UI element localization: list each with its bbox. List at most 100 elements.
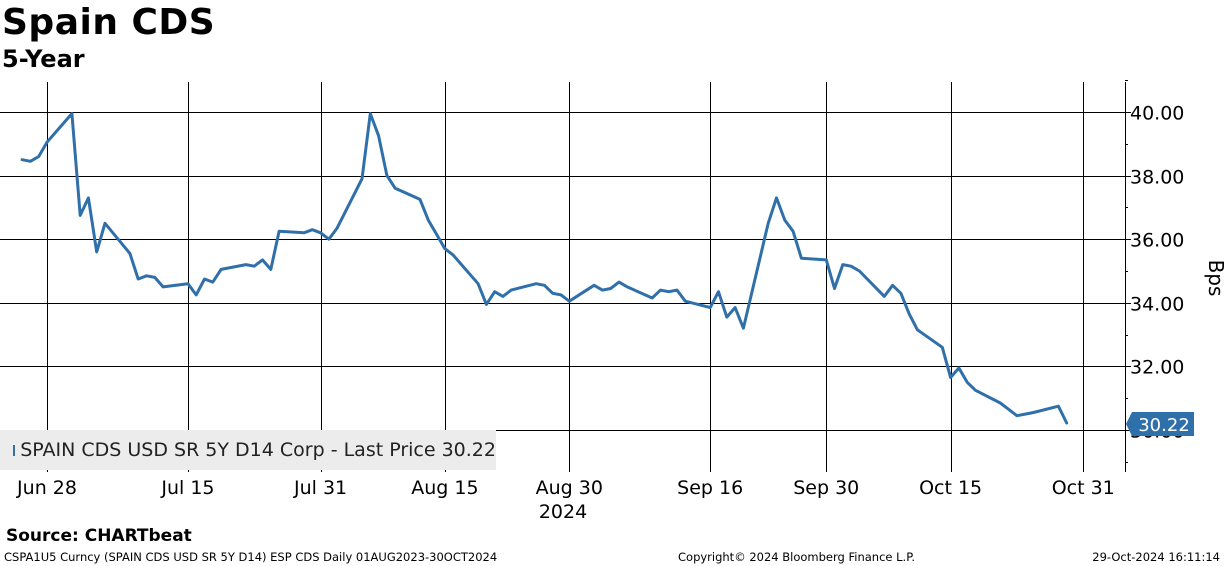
data-point <box>1000 403 1001 404</box>
data-point <box>536 283 537 284</box>
data-point <box>436 234 437 235</box>
footer-copyright: Copyright© 2024 Bloomberg Finance L.P. <box>678 550 915 564</box>
data-point <box>129 253 130 254</box>
data-point <box>1016 415 1017 416</box>
y-tick-label: 38.00 <box>1130 167 1184 189</box>
data-point <box>304 232 305 233</box>
data-point <box>942 347 943 348</box>
x-tick-label: Oct 15 <box>919 477 982 499</box>
data-point <box>71 113 72 114</box>
data-point <box>212 282 213 283</box>
last-price-marker: 30.22 <box>1126 412 1194 436</box>
data-point <box>486 304 487 305</box>
data-point <box>1058 406 1059 407</box>
data-point <box>279 231 280 232</box>
data-point <box>105 223 106 224</box>
data-point <box>246 264 247 265</box>
data-point <box>88 197 89 198</box>
data-point <box>478 283 479 284</box>
data-point <box>204 279 205 280</box>
source-note: Source: CHARTbeat <box>6 526 192 546</box>
x-tick-label: Aug 30 <box>536 477 603 499</box>
data-point <box>328 239 329 240</box>
x-tick-label: Jul 15 <box>160 477 214 499</box>
x-axis-year-label: 2024 <box>539 501 587 523</box>
data-point <box>370 113 371 114</box>
data-point <box>834 288 835 289</box>
legend: SPAIN CDS USD SR 5Y D14 Corp - Last Pric… <box>0 430 496 470</box>
x-tick-label: Sep 16 <box>677 477 743 499</box>
data-point <box>801 258 802 259</box>
grid-layer <box>0 82 1125 472</box>
data-point <box>619 282 620 283</box>
data-point <box>743 328 744 329</box>
data-point <box>420 199 421 200</box>
footer-timestamp: 29-Oct-2024 16:11:14 <box>1092 550 1220 564</box>
data-point <box>826 259 827 260</box>
data-point <box>710 307 711 308</box>
x-axis-ticks: Jun 28 Jul 15 Jul 31 Aug 15 Aug 30 Sep 16 Sep … <box>16 477 1115 499</box>
data-point <box>494 291 495 292</box>
data-point <box>47 142 48 143</box>
data-point <box>1008 409 1009 410</box>
data-point <box>262 259 263 260</box>
legend-swatch <box>13 444 16 456</box>
data-point <box>270 269 271 270</box>
data-point <box>187 283 188 284</box>
data-point <box>652 298 653 299</box>
data-point <box>254 266 255 267</box>
data-point <box>602 290 603 291</box>
data-point <box>851 266 852 267</box>
data-point <box>1025 414 1026 415</box>
data-point <box>337 228 338 229</box>
data-point <box>386 175 387 176</box>
data-point <box>735 307 736 308</box>
data-point <box>196 294 197 295</box>
data-point <box>561 294 562 295</box>
data-point <box>892 285 893 286</box>
data-point <box>627 286 628 287</box>
data-point <box>793 231 794 232</box>
data-point <box>146 275 147 276</box>
data-point <box>859 271 860 272</box>
y-tick-label: 40.00 <box>1130 103 1184 125</box>
data-point <box>1066 423 1067 424</box>
last-price-value: 30.22 <box>1138 415 1190 436</box>
data-point <box>502 296 503 297</box>
data-point <box>312 229 313 230</box>
data-point <box>511 290 512 291</box>
series-line <box>20 112 1069 425</box>
data-point <box>1033 412 1034 413</box>
y-tick-label: 32.00 <box>1130 357 1184 379</box>
data-point <box>776 197 777 198</box>
series-layer <box>20 112 1069 425</box>
data-point <box>378 135 379 136</box>
data-point <box>685 301 686 302</box>
data-point <box>594 285 595 286</box>
data-point <box>950 377 951 378</box>
data-point <box>768 223 769 224</box>
data-point <box>154 277 155 278</box>
data-point <box>842 264 843 265</box>
data-point <box>610 288 611 289</box>
data-point <box>668 291 669 292</box>
data-point <box>30 161 31 162</box>
data-point <box>221 269 222 270</box>
data-point <box>975 390 976 391</box>
data-point <box>917 329 918 330</box>
data-point <box>718 291 719 292</box>
data-point <box>884 296 885 297</box>
x-tick-label: Jun 28 <box>16 477 77 499</box>
data-point <box>163 286 164 287</box>
chart-subtitle: 5-Year <box>2 45 85 73</box>
data-point <box>320 232 321 233</box>
data-point <box>80 215 81 216</box>
data-point <box>660 290 661 291</box>
data-point <box>726 317 727 318</box>
data-point <box>428 220 429 221</box>
data-point <box>395 188 396 189</box>
x-tick-label: Oct 31 <box>1052 477 1115 499</box>
data-point <box>38 156 39 157</box>
chart-title: Spain CDS <box>2 2 216 43</box>
last-price-flag <box>1126 412 1194 436</box>
